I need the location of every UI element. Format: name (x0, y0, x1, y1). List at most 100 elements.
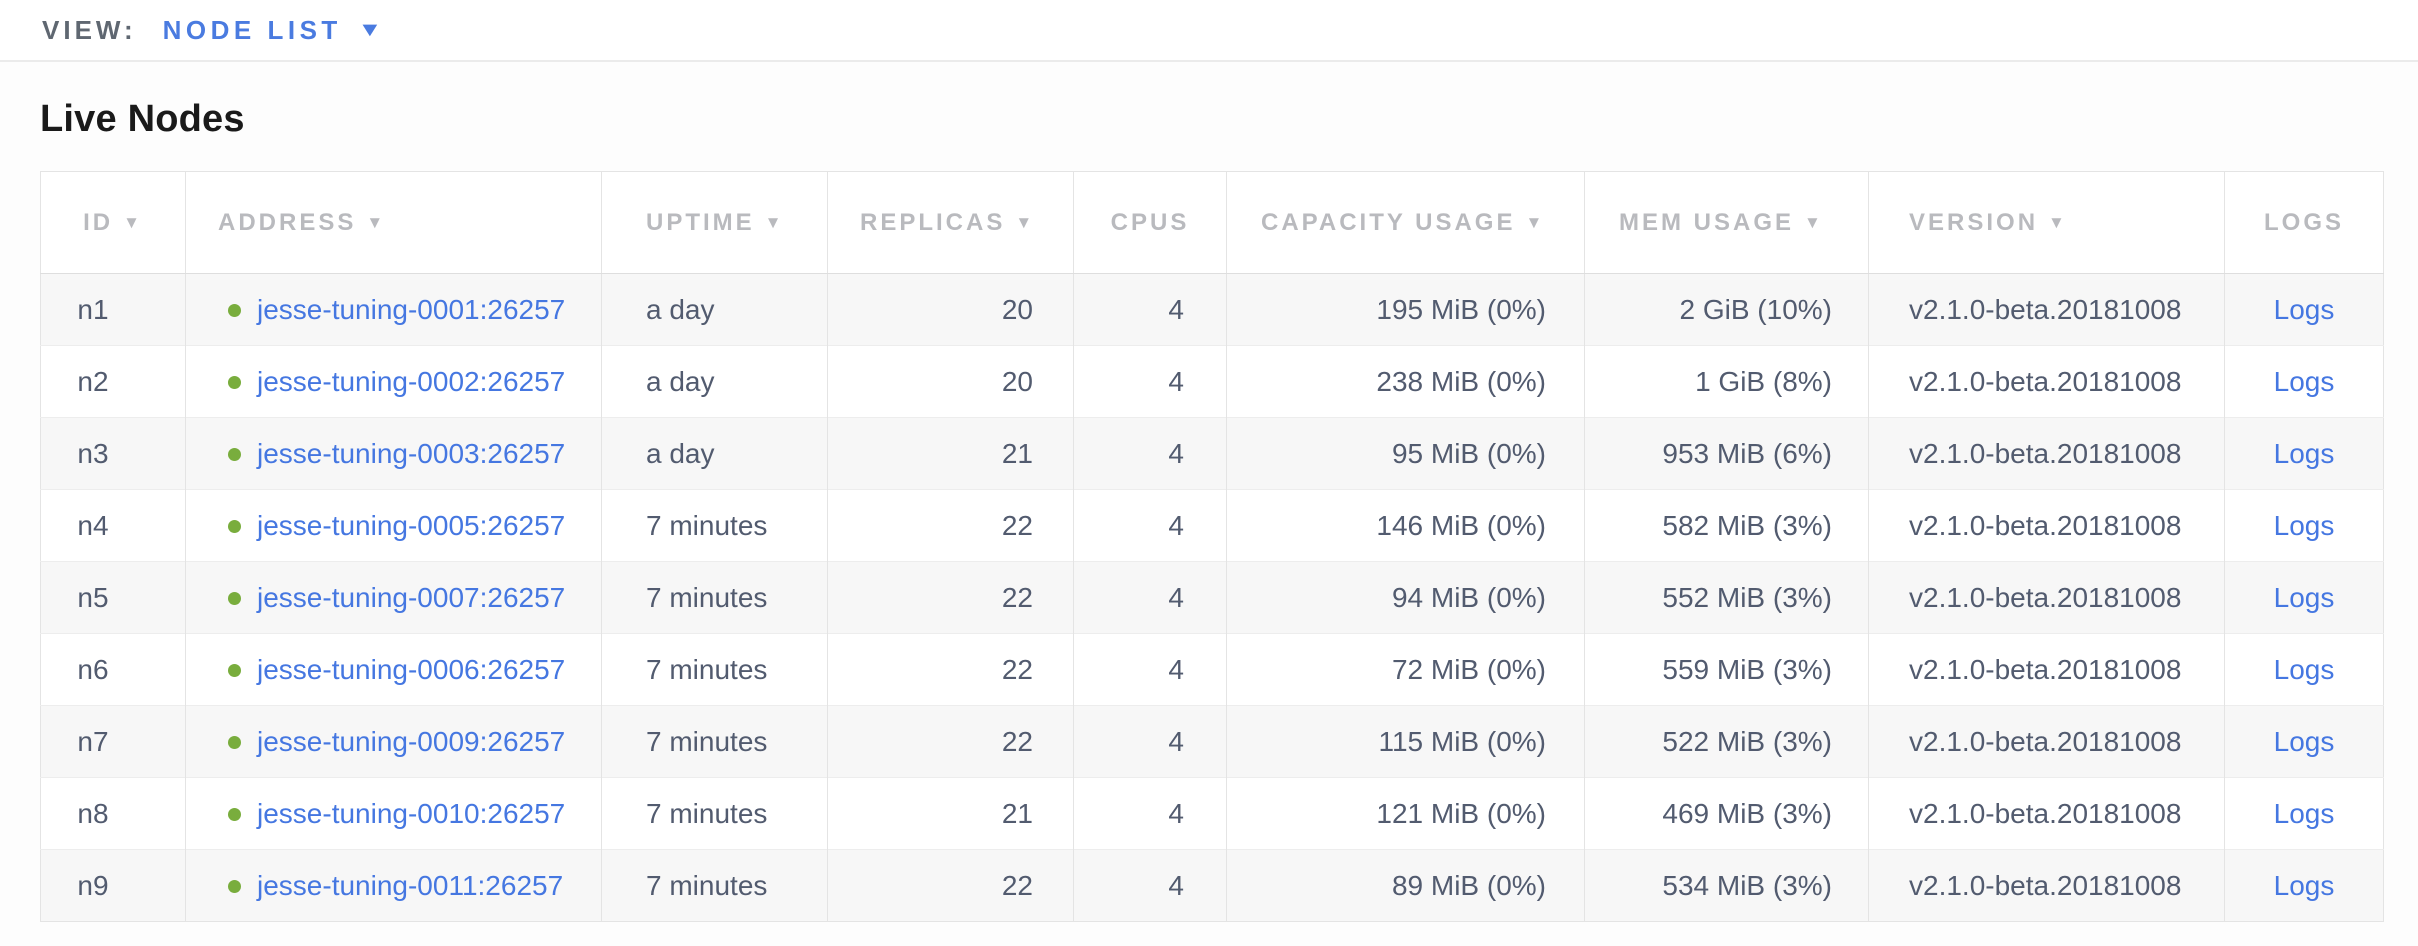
column-header-mem[interactable]: MEM USAGE ▼ (1584, 171, 1869, 274)
cell-cpus: 4 (1073, 633, 1227, 706)
cell-capacity: 121 MiB (0%) (1226, 777, 1585, 850)
cell-id: n9 (40, 849, 186, 922)
address-link[interactable]: jesse-tuning-0002:26257 (257, 365, 566, 397)
column-header-label: VERSION (1909, 208, 2039, 236)
view-bar: VIEW: NODE LIST ▼ (0, 0, 2418, 62)
cell-address: jesse-tuning-0002:26257 (185, 345, 602, 418)
column-header-replicas[interactable]: REPLICAS ▼ (827, 171, 1074, 274)
node-live-status-dot (228, 375, 241, 389)
logs-link[interactable]: Logs (2273, 365, 2335, 397)
cell-uptime: 7 minutes (601, 489, 828, 562)
cell-uptime: 7 minutes (601, 633, 828, 706)
address-link[interactable]: jesse-tuning-0001:26257 (257, 293, 566, 325)
cell-mem: 534 MiB (3%) (1584, 849, 1869, 922)
address-link[interactable]: jesse-tuning-0009:26257 (257, 725, 566, 757)
node-live-status-dot (228, 591, 241, 605)
cell-mem: 522 MiB (3%) (1584, 705, 1869, 778)
column-header-capacity[interactable]: CAPACITY USAGE ▼ (1226, 171, 1585, 274)
cell-cpus: 4 (1073, 849, 1227, 922)
table-row: n4 jesse-tuning-0005:26257 7 minutes 22 4 146… (40, 489, 2384, 562)
cell-capacity: 195 MiB (0%) (1226, 273, 1585, 346)
sort-arrow-icon: ▼ (1015, 212, 1036, 232)
column-header-label: CAPACITY USAGE (1261, 208, 1516, 236)
cell-id: n5 (40, 561, 186, 634)
logs-link[interactable]: Logs (2273, 509, 2335, 541)
cell-replicas: 22 (827, 489, 1074, 562)
cell-capacity: 89 MiB (0%) (1226, 849, 1585, 922)
live-nodes-section: Live Nodes ID ▼ ADDRESS ▼ UPTIME ▼ REPLICAS ▼ CP… (0, 62, 2418, 946)
logs-link[interactable]: Logs (2273, 725, 2335, 757)
cell-mem: 582 MiB (3%) (1584, 489, 1869, 562)
cell-cpus: 4 (1073, 345, 1227, 418)
cell-mem: 1 GiB (8%) (1584, 345, 1869, 418)
node-live-status-dot (228, 303, 241, 317)
cell-replicas: 21 (827, 417, 1074, 490)
table-row: n5 jesse-tuning-0007:26257 7 minutes 22 4 94 … (40, 561, 2384, 634)
cell-address: jesse-tuning-0003:26257 (185, 417, 602, 490)
logs-link[interactable]: Logs (2273, 797, 2335, 829)
view-selector-dropdown[interactable]: NODE LIST ▼ (163, 15, 382, 46)
column-header-id[interactable]: ID ▼ (40, 171, 186, 274)
cell-id: n4 (40, 489, 186, 562)
address-link[interactable]: jesse-tuning-0006:26257 (257, 653, 566, 685)
cell-cpus: 4 (1073, 273, 1227, 346)
column-header-label: ADDRESS (218, 208, 357, 236)
cell-logs: Logs (2224, 849, 2384, 922)
sort-arrow-icon: ▼ (1804, 212, 1824, 232)
table-row: n1 jesse-tuning-0001:26257 a day 20 4 195 MiB… (40, 273, 2384, 346)
cell-replicas: 21 (827, 777, 1074, 850)
cell-logs: Logs (2224, 417, 2384, 490)
address-link[interactable]: jesse-tuning-0003:26257 (257, 437, 566, 469)
column-header-address[interactable]: ADDRESS ▼ (185, 171, 602, 274)
cell-logs: Logs (2224, 345, 2384, 418)
logs-link[interactable]: Logs (2273, 293, 2335, 325)
table-row: n6 jesse-tuning-0006:26257 7 minutes 22 4 72 … (40, 633, 2384, 706)
cell-address: jesse-tuning-0009:26257 (185, 705, 602, 778)
cell-version: v2.1.0-beta.20181008 (1868, 417, 2225, 490)
address-link[interactable]: jesse-tuning-0010:26257 (257, 797, 566, 829)
cell-address: jesse-tuning-0007:26257 (185, 561, 602, 634)
table-row: n7 jesse-tuning-0009:26257 7 minutes 22 4 115… (40, 705, 2384, 778)
sort-arrow-icon: ▼ (2048, 212, 2068, 232)
column-header-label: CPUS (1110, 208, 1190, 236)
address-link[interactable]: jesse-tuning-0007:26257 (257, 581, 566, 613)
cell-cpus: 4 (1073, 705, 1227, 778)
address-link[interactable]: jesse-tuning-0005:26257 (257, 509, 566, 541)
cell-uptime: 7 minutes (601, 705, 828, 778)
cell-id: n8 (40, 777, 186, 850)
cell-address: jesse-tuning-0001:26257 (185, 273, 602, 346)
column-header-label: MEM USAGE (1619, 208, 1795, 236)
cell-replicas: 20 (827, 345, 1074, 418)
cell-logs: Logs (2224, 561, 2384, 634)
node-live-status-dot (228, 807, 241, 821)
cell-mem: 559 MiB (3%) (1584, 633, 1869, 706)
cell-version: v2.1.0-beta.20181008 (1868, 849, 2225, 922)
logs-link[interactable]: Logs (2273, 869, 2335, 901)
cell-version: v2.1.0-beta.20181008 (1868, 777, 2225, 850)
column-header-version[interactable]: VERSION ▼ (1868, 171, 2225, 274)
cell-replicas: 22 (827, 561, 1074, 634)
cell-mem: 953 MiB (6%) (1584, 417, 1869, 490)
sort-arrow-icon: ▼ (366, 212, 387, 232)
column-header-label: LOGS (2263, 208, 2344, 236)
cell-mem: 469 MiB (3%) (1584, 777, 1869, 850)
cell-address: jesse-tuning-0011:26257 (185, 849, 602, 922)
cell-uptime: a day (601, 417, 828, 490)
logs-link[interactable]: Logs (2273, 653, 2335, 685)
cell-capacity: 94 MiB (0%) (1226, 561, 1585, 634)
view-label: VIEW: (42, 14, 137, 45)
cell-address: jesse-tuning-0006:26257 (185, 633, 602, 706)
table-row: n3 jesse-tuning-0003:26257 a day 21 4 95 MiB … (40, 417, 2384, 490)
column-header-uptime[interactable]: UPTIME ▼ (601, 171, 828, 274)
table-row: n2 jesse-tuning-0002:26257 a day 20 4 238 MiB… (40, 345, 2384, 418)
cell-id: n1 (40, 273, 186, 346)
node-live-status-dot (228, 519, 241, 533)
column-header-label: UPTIME (646, 208, 755, 236)
cell-capacity: 238 MiB (0%) (1226, 345, 1585, 418)
cell-cpus: 4 (1073, 561, 1227, 634)
address-link[interactable]: jesse-tuning-0011:26257 (257, 869, 564, 901)
logs-link[interactable]: Logs (2273, 437, 2335, 469)
cell-version: v2.1.0-beta.20181008 (1868, 705, 2225, 778)
logs-link[interactable]: Logs (2273, 581, 2335, 613)
node-live-status-dot (228, 735, 241, 749)
